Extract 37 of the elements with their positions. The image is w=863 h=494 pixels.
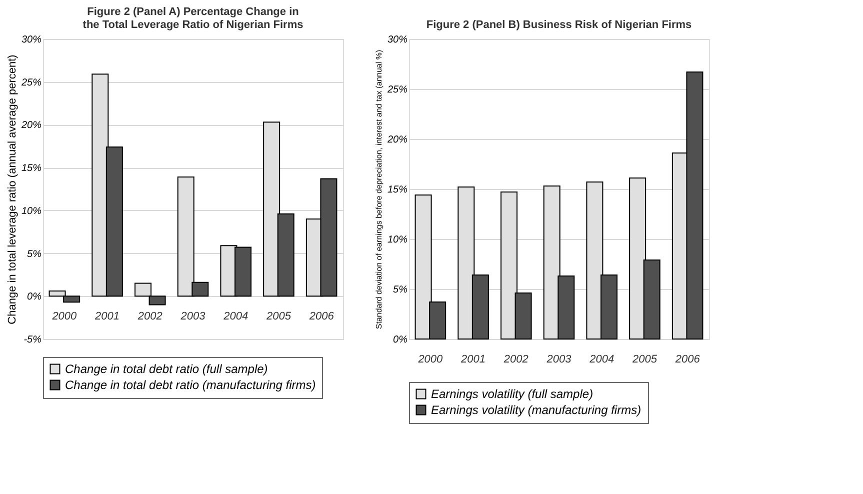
y-tick-label: 25% — [20, 77, 42, 88]
y-tick-label: 15% — [387, 184, 408, 196]
y-tick-label: 20% — [20, 120, 42, 132]
chart-title: Figure 2 (Panel B) Business Risk of Nigerian Firms — [426, 19, 692, 31]
y-tick-label: 30% — [387, 34, 408, 46]
y-tick-label: 25% — [386, 84, 408, 96]
x-tick-label: 2005 — [631, 354, 658, 366]
chart-title: Figure 2 (Panel A) Percentage Change in the Total Leverage Ratio of Nigerian Firms — [82, 6, 304, 31]
y-tick-label: -5% — [24, 334, 42, 346]
y-tick-label: 10% — [21, 206, 42, 217]
y-tick-label: 15% — [21, 163, 42, 174]
y-tick-label: 20% — [386, 134, 408, 146]
y-tick-label: 5% — [393, 284, 408, 296]
x-tick-label: 2002 — [502, 354, 528, 366]
y-tick-label: 10% — [387, 234, 408, 246]
x-tick-label: 2004 — [222, 310, 248, 323]
y-axis-title: Change in total leverage ratio (annual average percent) — [6, 54, 18, 324]
x-tick-label: 2000 — [51, 310, 78, 323]
x-tick-label: 2003 — [546, 354, 572, 366]
x-tick-label: 2003 — [180, 310, 206, 323]
y-tick-label: 30% — [21, 34, 42, 46]
y-tick-label: 0% — [27, 292, 42, 303]
legend-label: Earnings volatility (manufacturing firms) — [431, 403, 642, 417]
x-tick-label: 2002 — [136, 310, 162, 323]
y-tick-label: 5% — [27, 248, 42, 260]
x-tick-label: 2001 — [94, 310, 120, 323]
y-tick-label: 0% — [393, 334, 408, 346]
legend-label: Change in total debt ratio (full sample) — [65, 362, 268, 376]
x-tick-label: 2000 — [417, 354, 444, 366]
x-tick-label: 2006 — [308, 310, 335, 323]
x-tick-label: 2004 — [588, 354, 614, 366]
legend-label: Change in total debt ratio (manufacturing firms) — [65, 378, 316, 392]
legend-label: Earnings volatility (full sample) — [431, 387, 594, 401]
x-tick-label: 2001 — [460, 354, 486, 366]
y-axis-title: Standard deviation of earnings before depreciation, interest and tax (annual %) — [374, 50, 384, 330]
x-tick-label: 2005 — [265, 310, 292, 323]
x-tick-label: 2006 — [674, 354, 701, 366]
